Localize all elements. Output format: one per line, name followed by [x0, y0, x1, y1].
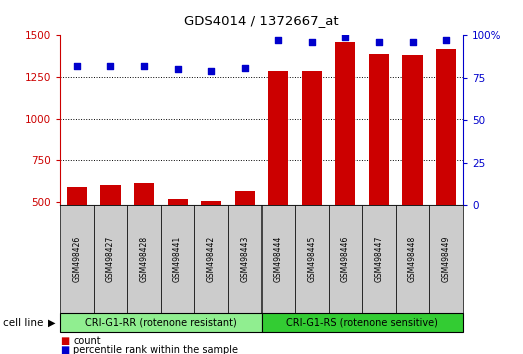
Point — [375, 39, 383, 45]
Text: GSM498446: GSM498446 — [341, 236, 350, 282]
Text: percentile rank within the sample: percentile rank within the sample — [73, 346, 238, 354]
Bar — [335, 42, 356, 285]
Text: GSM498444: GSM498444 — [274, 236, 283, 282]
Text: GSM498443: GSM498443 — [240, 236, 249, 282]
Point — [408, 39, 417, 45]
Text: GSM498448: GSM498448 — [408, 236, 417, 282]
Text: CRI-G1-RR (rotenone resistant): CRI-G1-RR (rotenone resistant) — [85, 318, 237, 328]
Text: GDS4014 / 1372667_at: GDS4014 / 1372667_at — [184, 14, 339, 27]
Bar — [403, 55, 423, 285]
Point — [274, 38, 282, 43]
Bar — [67, 187, 87, 285]
Bar — [100, 185, 120, 285]
Bar — [302, 71, 322, 285]
Bar — [268, 71, 288, 285]
Point — [207, 68, 215, 74]
Bar — [134, 183, 154, 285]
Text: GSM498442: GSM498442 — [207, 236, 215, 282]
Text: GSM498427: GSM498427 — [106, 236, 115, 282]
Text: ▶: ▶ — [48, 318, 55, 328]
Bar — [436, 49, 456, 285]
Bar — [201, 201, 221, 285]
Point — [341, 34, 349, 40]
Bar — [235, 191, 255, 285]
Point — [308, 39, 316, 45]
Point — [442, 38, 450, 43]
Text: CRI-G1-RS (rotenone sensitive): CRI-G1-RS (rotenone sensitive) — [286, 318, 438, 328]
Text: GSM498428: GSM498428 — [140, 236, 149, 282]
Point — [140, 63, 148, 69]
Text: cell line: cell line — [3, 318, 43, 328]
Text: count: count — [73, 336, 101, 346]
Point — [73, 63, 81, 69]
Text: GSM498445: GSM498445 — [308, 236, 316, 282]
Text: GSM498447: GSM498447 — [374, 236, 383, 282]
Point — [174, 67, 182, 72]
Point — [241, 65, 249, 70]
Point — [106, 63, 115, 69]
Text: GSM498426: GSM498426 — [72, 236, 82, 282]
Bar — [167, 199, 188, 285]
Bar — [369, 54, 389, 285]
Text: GSM498449: GSM498449 — [441, 236, 451, 282]
Text: GSM498441: GSM498441 — [173, 236, 182, 282]
Text: ■: ■ — [60, 336, 70, 346]
Text: ■: ■ — [60, 346, 70, 354]
